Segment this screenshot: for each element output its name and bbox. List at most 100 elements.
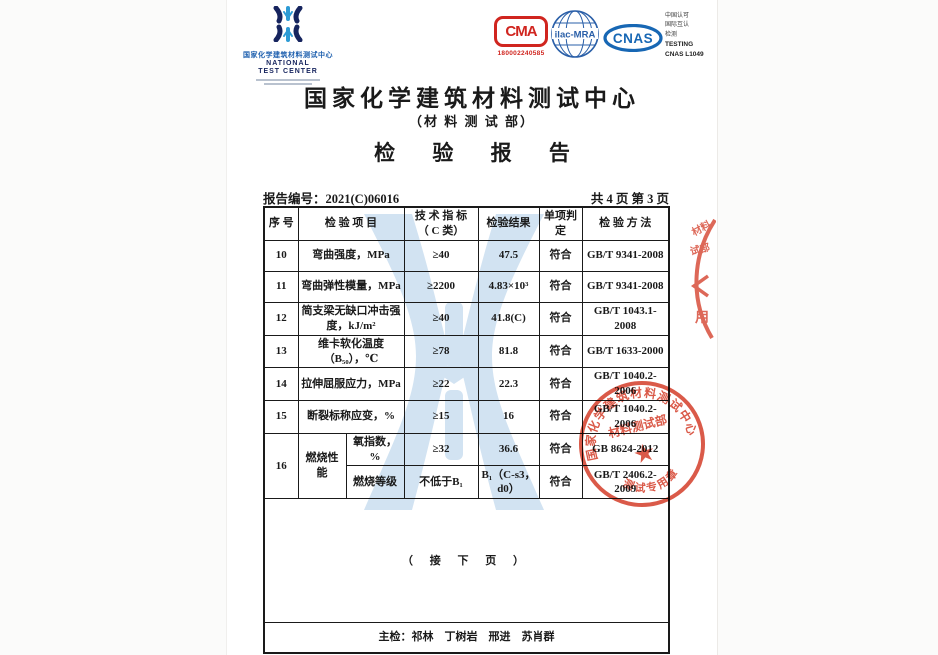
ntc-name-cn: 国家化学建筑材料测试中心 (243, 51, 333, 59)
ntc-smalltext-bar2 (264, 82, 312, 85)
header-no: 序 号 (263, 206, 299, 241)
row-method: GB/T 2406.2-2009 (581, 465, 670, 500)
row-judge: 符合 (538, 334, 583, 369)
row-item: 维卡软化温度 （B₅₀），℃ (297, 334, 405, 369)
row-index: ≥22 (403, 367, 479, 402)
seal-center-line: 材料测试部 (606, 412, 669, 441)
ntc-emblem-icon (273, 5, 303, 43)
row-method: GB 8624-2012 (581, 432, 670, 467)
header-index: 技 术 指 标 （ C 类） (403, 206, 479, 241)
table-row: 13 维卡软化温度 （B₅₀），℃ ≥78 81.8 符合 GB/T 1633-… (263, 334, 670, 369)
ntc-name-en-2: TEST CENTER (258, 68, 318, 76)
row-index: ≥40 (403, 239, 479, 272)
row-subitem: 氧指数，% (345, 432, 405, 467)
row-index: 不低于B₁ (403, 465, 479, 500)
cma-logo: CMA 180002240585 (494, 16, 548, 57)
row-item: 简支梁无缺口冲击强 度，kJ/m² (297, 301, 405, 336)
table-row: 14 拉伸屈服应力，MPa ≥22 22.3 符合 GB/T 1040.2-20… (263, 367, 670, 402)
row-method: GB/T 9341-2008 (581, 270, 670, 303)
table-row: 11 弯曲弹性模量，MPa ≥2200 4.83×10³ 符合 GB/T 934… (263, 270, 670, 303)
row-result: 41.8(C) (477, 301, 540, 336)
ilac-globe-icon: ilac-MRA (551, 10, 599, 58)
row-subitem: 燃烧等级 (345, 465, 405, 500)
accreditation-text: 中国认可 国际互认 检测 TESTING CNAS L1049 (665, 12, 704, 60)
page-indicator: 共 4 页 第 3 页 (590, 192, 669, 206)
edge-stamp-frag1: 材料 (689, 218, 713, 239)
row-result: 22.3 (477, 367, 540, 402)
edge-stamp-frag3: 用 (695, 310, 709, 326)
table-row: 15 断裂标称应变，% ≥15 16 符合 GB/T 1040.2-2006 (263, 400, 670, 434)
edge-stamp-fragment: 材料 试部 用 (689, 218, 716, 340)
edge-stamp-frag2: 试部 (689, 240, 712, 257)
row-result: 4.83×10³ (477, 270, 540, 303)
accr-line-3: 检测 (665, 31, 678, 38)
row-judge: 符合 (538, 270, 583, 303)
accr-line-1: 中国认可 (665, 13, 690, 19)
continued-note: （ 接 下 页 ） (263, 498, 670, 624)
cnas-logo: CNAS (603, 23, 663, 57)
row-method: GB/T 1043.1-2008 (581, 301, 670, 336)
report-title: 检 验 报 告 (374, 141, 586, 165)
row-result: 16 (477, 400, 540, 434)
row-no: 14 (263, 367, 299, 402)
table-row: 12 简支梁无缺口冲击强 度，kJ/m² ≥40 41.8(C) 符合 GB/T… (263, 301, 670, 336)
row-item: 弯曲弹性模量，MPa (297, 270, 405, 303)
svg-text:ilac-MRA: ilac-MRA (555, 30, 596, 41)
row-result: 47.5 (477, 239, 540, 272)
row-result: B₁（C-s3，d0） (477, 465, 540, 500)
row-judge: 符合 (538, 301, 583, 336)
row-no: 12 (263, 301, 299, 336)
row-no: 15 (263, 400, 299, 434)
continued-row: （ 接 下 页 ） (263, 498, 670, 624)
table-row-16a: 16 燃烧性能 氧指数，% ≥32 36.6 符合 GB 8624-2012 (263, 432, 670, 500)
department-subtitle: （材 料 测 试 部） (408, 114, 535, 129)
row-method: GB/T 9341-2008 (581, 239, 670, 272)
header-item: 检 验 项 目 (297, 206, 405, 241)
row-no: 13 (263, 334, 299, 369)
row-index: ≥32 (403, 432, 479, 467)
cma-number: 180002240585 (497, 50, 545, 57)
row-item: 断裂标称应变，% (297, 400, 405, 434)
row-index: ≥15 (403, 400, 479, 434)
cma-mark-icon: CMA (494, 16, 548, 47)
center-name-title: 国家化学建筑材料测试中心 (304, 86, 640, 111)
ntc-smalltext-bar (256, 78, 320, 81)
ntc-logo: 国家化学建筑材料测试中心 NATIONAL TEST CENTER (230, 5, 346, 85)
row-item: 拉伸屈服应力，MPa (297, 367, 405, 402)
test-results-table: 序 号 检 验 项 目 技 术 指 标 （ C 类） 检验结果 单项判定 检 验… (263, 206, 670, 654)
row-method: GB/T 1040.2-2006 (581, 400, 670, 434)
row-index: ≥2200 (403, 270, 479, 303)
inspectors-row: 主检：祁林 丁树岩 邢进 苏肖群 (263, 622, 670, 654)
row-judge: 符合 (538, 432, 583, 467)
inspectors: 主检：祁林 丁树岩 邢进 苏肖群 (263, 622, 670, 654)
row-judge: 符合 (538, 239, 583, 272)
report-number: 报告编号：2021(C)06016 (263, 192, 400, 206)
header-method: 检 验 方 法 (581, 206, 670, 241)
row-no: 10 (263, 239, 299, 272)
table-header-row: 序 号 检 验 项 目 技 术 指 标 （ C 类） 检验结果 单项判定 检 验… (263, 206, 670, 241)
row-judge: 符合 (538, 400, 583, 434)
official-round-seal: 国家化学建筑材料测试中心 材料测试部 ★ 测试专用章 (571, 378, 705, 507)
accr-line-5: CNAS L1049 (665, 50, 704, 58)
header-result: 检验结果 (477, 206, 540, 241)
table-row: 10 弯曲强度，MPa ≥40 47.5 符合 GB/T 9341-2008 (263, 239, 670, 272)
cnas-oval-icon: CNAS (603, 23, 663, 53)
row-method: GB/T 1633-2000 (581, 334, 670, 369)
row-result: 36.6 (477, 432, 540, 467)
ntc-name-en-1: NATIONAL (266, 60, 310, 67)
row-item: 弯曲强度，MPa (297, 239, 405, 272)
row-index: ≥40 (403, 301, 479, 336)
header-judge: 单项判定 (538, 206, 583, 241)
row-index: ≥78 (403, 334, 479, 369)
ilac-mra-logo: ilac-MRA (550, 9, 600, 64)
row-no: 16 (263, 432, 299, 500)
seal-star-icon: ★ (630, 438, 658, 470)
svg-text:CNAS: CNAS (613, 31, 653, 46)
report-meta-row: 报告编号：2021(C)06016 共 4 页 第 3 页 (263, 188, 669, 207)
row-item: 燃烧性能 (297, 432, 347, 500)
table-row-16b: 燃烧等级 不低于B₁ B₁（C-s3，d0） 符合 GB/T 2406.2-20… (264, 465, 670, 500)
row-result: 81.8 (477, 334, 540, 369)
row-no: 11 (263, 270, 299, 303)
accr-line-4: TESTING (665, 40, 694, 48)
